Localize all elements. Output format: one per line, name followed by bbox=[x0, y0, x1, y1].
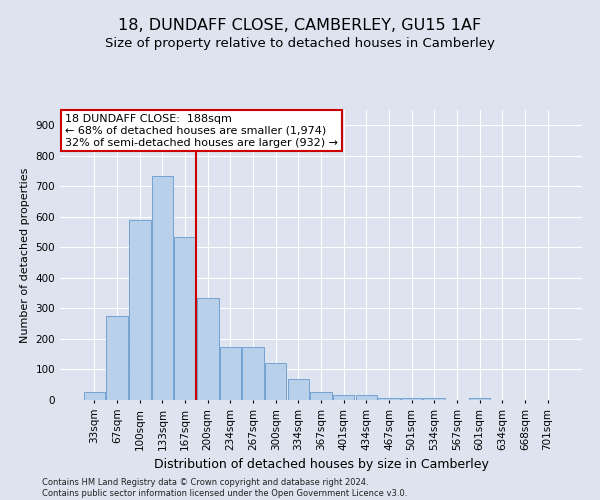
Bar bbox=[401, 398, 422, 400]
Bar bbox=[287, 378, 309, 400]
Bar bbox=[424, 398, 445, 400]
Bar bbox=[378, 398, 400, 400]
Bar bbox=[310, 392, 332, 400]
Bar bbox=[469, 398, 490, 400]
Text: 18 DUNDAFF CLOSE:  188sqm
← 68% of detached houses are smaller (1,974)
32% of se: 18 DUNDAFF CLOSE: 188sqm ← 68% of detach… bbox=[65, 114, 338, 148]
Text: Size of property relative to detached houses in Camberley: Size of property relative to detached ho… bbox=[105, 38, 495, 51]
Bar bbox=[197, 298, 218, 400]
Bar bbox=[220, 346, 241, 400]
Bar bbox=[106, 316, 128, 400]
X-axis label: Distribution of detached houses by size in Camberley: Distribution of detached houses by size … bbox=[154, 458, 488, 471]
Text: Contains HM Land Registry data © Crown copyright and database right 2024.
Contai: Contains HM Land Registry data © Crown c… bbox=[42, 478, 407, 498]
Bar bbox=[356, 396, 377, 400]
Y-axis label: Number of detached properties: Number of detached properties bbox=[20, 168, 30, 342]
Bar bbox=[333, 396, 355, 400]
Bar bbox=[129, 220, 151, 400]
Bar bbox=[265, 364, 286, 400]
Bar bbox=[84, 392, 105, 400]
Bar bbox=[242, 346, 264, 400]
Bar bbox=[152, 176, 173, 400]
Bar bbox=[175, 236, 196, 400]
Text: 18, DUNDAFF CLOSE, CAMBERLEY, GU15 1AF: 18, DUNDAFF CLOSE, CAMBERLEY, GU15 1AF bbox=[118, 18, 482, 32]
